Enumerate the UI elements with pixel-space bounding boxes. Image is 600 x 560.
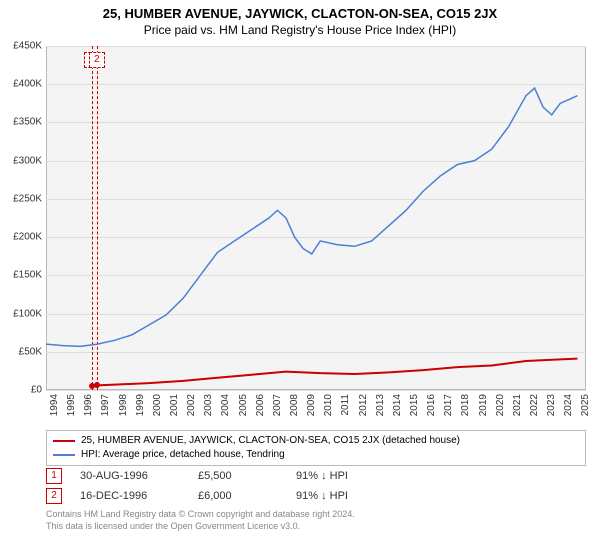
series-hpi [46, 88, 577, 346]
x-tick-label: 2011 [340, 394, 351, 416]
sale-number-icon: 2 [46, 488, 62, 504]
x-tick-label: 2022 [529, 394, 540, 416]
sale-price: £5,500 [198, 470, 278, 482]
x-tick-label: 1994 [49, 394, 60, 416]
y-tick-label: £200K [0, 232, 42, 243]
x-tick-label: 2012 [358, 394, 369, 416]
x-tick-label: 1995 [66, 394, 77, 416]
legend-row: 25, HUMBER AVENUE, JAYWICK, CLACTON-ON-S… [53, 434, 579, 448]
footer-line2: This data is licensed under the Open Gov… [46, 520, 586, 532]
y-tick-label: £350K [0, 117, 42, 128]
x-tick-label: 2020 [495, 394, 506, 416]
series-price_paid [92, 359, 578, 386]
sale-price: £6,000 [198, 490, 278, 502]
sale-date: 30-AUG-1996 [80, 470, 180, 482]
x-tick-label: 2017 [443, 394, 454, 416]
x-tick-label: 2016 [426, 394, 437, 416]
sale-date: 16-DEC-1996 [80, 490, 180, 502]
plot-area: 12 [46, 46, 586, 390]
x-tick-label: 2009 [306, 394, 317, 416]
x-tick-label: 2006 [255, 394, 266, 416]
x-tick-label: 2018 [460, 394, 471, 416]
x-tick-label: 1997 [100, 394, 111, 416]
legend-swatch [53, 454, 75, 456]
x-tick-label: 1996 [83, 394, 94, 416]
sale-delta: 91% ↓ HPI [296, 470, 416, 482]
y-tick-label: £100K [0, 308, 42, 319]
x-tick-label: 2010 [323, 394, 334, 416]
sale-number-icon: 1 [46, 468, 62, 484]
y-tick-label: £400K [0, 79, 42, 90]
footer-note: Contains HM Land Registry data © Crown c… [46, 508, 586, 532]
y-tick-label: £300K [0, 155, 42, 166]
title-block: 25, HUMBER AVENUE, JAYWICK, CLACTON-ON-S… [0, 0, 600, 37]
x-tick-label: 1999 [135, 394, 146, 416]
legend-row: HPI: Average price, detached house, Tend… [53, 448, 579, 462]
gridline [46, 390, 586, 391]
legend: 25, HUMBER AVENUE, JAYWICK, CLACTON-ON-S… [46, 430, 586, 466]
x-tick-label: 1998 [118, 394, 129, 416]
x-tick-label: 2005 [238, 394, 249, 416]
x-tick-label: 2004 [220, 394, 231, 416]
x-tick-label: 2007 [272, 394, 283, 416]
x-tick-label: 2000 [152, 394, 163, 416]
x-tick-label: 2015 [409, 394, 420, 416]
y-tick-label: £0 [0, 385, 42, 396]
x-tick-label: 2023 [546, 394, 557, 416]
title-address: 25, HUMBER AVENUE, JAYWICK, CLACTON-ON-S… [0, 6, 600, 21]
y-tick-label: £450K [0, 41, 42, 52]
legend-label: 25, HUMBER AVENUE, JAYWICK, CLACTON-ON-S… [81, 434, 460, 448]
legend-swatch [53, 440, 75, 442]
sale-marker-box: 2 [89, 52, 105, 68]
x-tick-label: 2001 [169, 394, 180, 416]
x-tick-label: 2002 [186, 394, 197, 416]
x-tick-label: 2014 [392, 394, 403, 416]
y-tick-label: £150K [0, 270, 42, 281]
x-tick-label: 2003 [203, 394, 214, 416]
sales-list: 1 30-AUG-1996 £5,500 91% ↓ HPI 2 16-DEC-1996 £… [46, 468, 586, 532]
sale-delta: 91% ↓ HPI [296, 490, 416, 502]
x-tick-label: 2025 [580, 394, 591, 416]
footer-line1: Contains HM Land Registry data © Crown c… [46, 508, 586, 520]
chart-lines [46, 46, 586, 390]
sale-row: 1 30-AUG-1996 £5,500 91% ↓ HPI [46, 468, 586, 484]
sale-row: 2 16-DEC-1996 £6,000 91% ↓ HPI [46, 488, 586, 504]
title-subtitle: Price paid vs. HM Land Registry's House … [0, 23, 600, 37]
y-tick-label: £250K [0, 193, 42, 204]
chart-container: 25, HUMBER AVENUE, JAYWICK, CLACTON-ON-S… [0, 0, 600, 560]
sale-marker-dot [94, 382, 100, 388]
x-tick-label: 2019 [478, 394, 489, 416]
x-tick-label: 2008 [289, 394, 300, 416]
x-tick-label: 2021 [512, 394, 523, 416]
x-tick-label: 2024 [563, 394, 574, 416]
y-tick-label: £50K [0, 346, 42, 357]
x-tick-label: 2013 [375, 394, 386, 416]
legend-label: HPI: Average price, detached house, Tend… [81, 448, 285, 462]
